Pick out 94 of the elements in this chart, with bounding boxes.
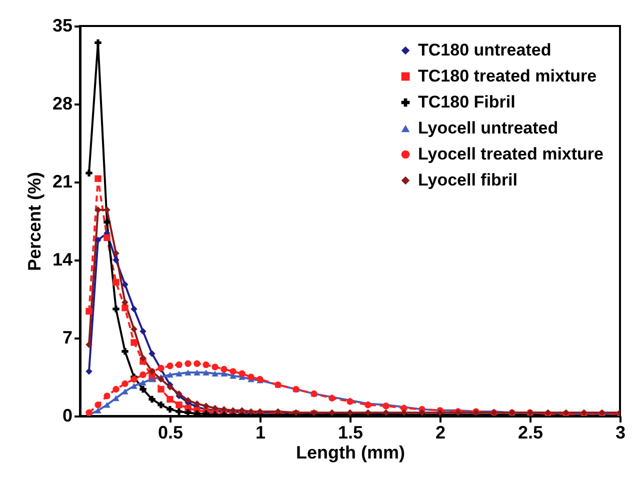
- point: [212, 364, 218, 370]
- point: [202, 370, 210, 376]
- x-tick-label: 2: [435, 422, 446, 442]
- point: [112, 386, 120, 393]
- legend-label: TC180 Fibril: [418, 92, 516, 112]
- point: [248, 374, 254, 380]
- point: [104, 206, 110, 214]
- point: [166, 396, 174, 403]
- point: [230, 368, 236, 375]
- point: [238, 370, 246, 378]
- point: [130, 383, 138, 389]
- point: [130, 339, 138, 346]
- point: [220, 406, 228, 413]
- y-axis-title: Percent (%): [24, 172, 44, 272]
- point: [148, 396, 156, 403]
- point: [130, 326, 138, 332]
- point: [94, 236, 102, 244]
- point: [140, 328, 146, 335]
- x-tick-label: 0.5: [158, 422, 184, 442]
- legend-label: TC180 treated mixture: [418, 66, 597, 86]
- point: [122, 348, 128, 355]
- point: [122, 304, 128, 312]
- point: [176, 370, 182, 377]
- point: [130, 376, 138, 383]
- point: [94, 402, 102, 408]
- point: [400, 409, 408, 416]
- y-tick-label: 0: [62, 406, 72, 426]
- point: [130, 306, 138, 312]
- point: [194, 410, 200, 416]
- point: [122, 380, 128, 388]
- point: [122, 388, 128, 394]
- point: [86, 409, 92, 416]
- point: [184, 360, 192, 367]
- point: [94, 175, 102, 182]
- point: [112, 395, 120, 402]
- point: [112, 306, 120, 312]
- point: [212, 370, 218, 377]
- point: [148, 376, 156, 382]
- point: [86, 170, 92, 176]
- point: [202, 402, 210, 410]
- point: [184, 409, 192, 416]
- point: [86, 368, 92, 375]
- point: [194, 370, 200, 376]
- point: [94, 206, 102, 214]
- point: [176, 390, 182, 398]
- y-tick-label: 7: [62, 328, 72, 348]
- point: [166, 362, 174, 370]
- point: [104, 392, 110, 400]
- legend-label: TC180 untreated: [418, 40, 552, 60]
- point: [104, 402, 110, 408]
- point: [176, 402, 182, 408]
- x-tick-label: 3: [615, 422, 626, 442]
- point: [122, 298, 128, 306]
- x-tick-label: 1: [255, 422, 266, 442]
- point: [158, 402, 164, 408]
- point: [148, 350, 156, 357]
- legend-label: Lyocell treated mixture: [418, 144, 604, 164]
- x-tick-label: 2.5: [518, 422, 544, 442]
- point: [158, 386, 164, 393]
- point: [418, 409, 426, 416]
- point: [140, 386, 146, 393]
- point: [166, 406, 174, 413]
- point: [140, 371, 146, 378]
- point: [122, 281, 128, 288]
- point: [166, 372, 174, 378]
- point: [194, 400, 200, 408]
- point: [194, 360, 200, 367]
- y-tick-label: 35: [52, 16, 72, 36]
- point: [166, 384, 174, 390]
- point: [86, 341, 92, 348]
- point: [184, 370, 192, 376]
- point: [112, 250, 120, 257]
- point: [94, 39, 102, 46]
- point: [220, 366, 228, 373]
- point: [176, 408, 182, 415]
- point: [158, 376, 164, 383]
- point: [104, 234, 110, 242]
- point: [112, 256, 120, 264]
- legend-label: Lyocell fibril: [418, 170, 518, 190]
- point: [86, 308, 92, 315]
- point: [112, 278, 120, 286]
- point: [202, 361, 210, 368]
- point: [94, 408, 102, 414]
- point: [176, 361, 182, 368]
- x-axis-title: Length (mm): [296, 442, 405, 462]
- point: [140, 354, 146, 362]
- y-tick-label: 21: [52, 172, 72, 192]
- legend-label: Lyocell untreated: [418, 118, 558, 138]
- x-tick-label: 1.5: [338, 422, 364, 442]
- y-tick-label: 14: [52, 250, 72, 270]
- point: [140, 380, 146, 386]
- point: [104, 218, 110, 226]
- point: [212, 404, 218, 412]
- y-tick-label: 28: [52, 94, 72, 114]
